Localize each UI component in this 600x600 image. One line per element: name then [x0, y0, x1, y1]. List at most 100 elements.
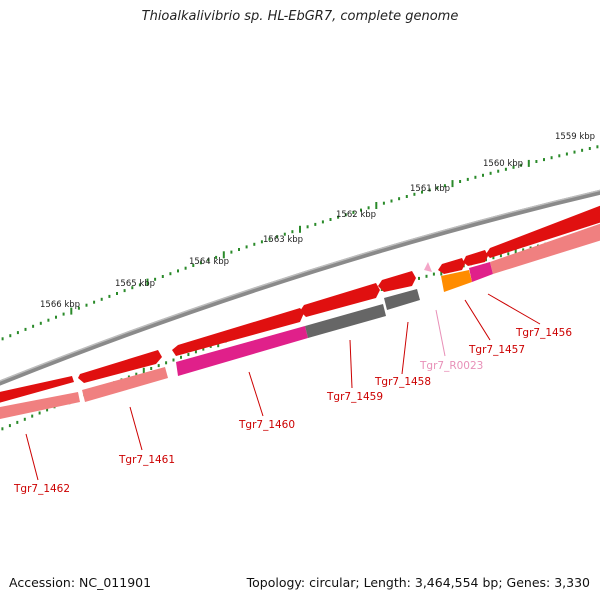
minor-tick [238, 248, 240, 251]
minor-tick [535, 160, 538, 163]
minor-tick [573, 150, 576, 154]
minor-tick [337, 215, 340, 219]
minor-tick [367, 206, 370, 210]
minor-tick [9, 334, 12, 338]
minor-tick [550, 156, 553, 160]
minor-tick [425, 274, 428, 278]
minor-tick [520, 163, 523, 167]
gene-arrow-tgr7-1456[interactable] [486, 205, 600, 258]
gene-arrow-tgr7-1460[interactable] [172, 308, 304, 356]
minor-tick [558, 154, 561, 158]
minor-tick [32, 324, 35, 328]
major-tick [70, 307, 73, 315]
gene-arrow-tgr7-1459[interactable] [300, 283, 380, 317]
feature-label-tgr7-1459[interactable]: Tgr7_1459 [326, 391, 383, 403]
minor-tick [499, 254, 502, 258]
cds-bar-tgr7-1461[interactable] [82, 367, 168, 402]
minor-tick [39, 321, 42, 325]
minor-tick [194, 350, 197, 354]
minor-tick [161, 275, 164, 278]
minor-tick [31, 414, 34, 418]
cds-bar-tgr7-1462[interactable] [0, 392, 80, 420]
minor-tick [150, 367, 153, 370]
genome-summary-text: Topology: circular; Length: 3,464,554 bp… [246, 575, 590, 590]
minor-tick [154, 277, 157, 281]
minor-tick [314, 222, 317, 226]
leader-tgr7-1456 [487, 293, 541, 325]
minor-tick [596, 145, 599, 149]
minor-tick [85, 303, 88, 307]
minor-tick [405, 195, 408, 198]
cds-bar-tgr7-1457-magenta[interactable] [469, 262, 493, 282]
minor-tick [172, 358, 175, 362]
minor-tick [497, 169, 500, 173]
feature-label-tgr7-1458[interactable]: Tgr7_1458 [374, 376, 431, 388]
minor-tick [62, 312, 65, 316]
minor-tick [588, 147, 591, 150]
minor-tick [512, 165, 515, 169]
minor-tick [565, 152, 568, 156]
cds-bar-tgr7-1458[interactable] [384, 289, 420, 310]
minor-tick [522, 248, 525, 252]
minor-tick [1, 427, 4, 431]
minor-tick [283, 232, 286, 236]
minor-tick [131, 286, 134, 290]
forward-gene-track [0, 205, 600, 404]
minor-tick [459, 180, 462, 183]
minor-tick [418, 276, 420, 280]
feature-label-tgr7-1457[interactable]: Tgr7_1457 [468, 344, 525, 356]
minor-tick [38, 411, 41, 415]
cds-bar-tgr7-1456[interactable] [490, 223, 600, 274]
minor-tick [230, 250, 233, 254]
cds-bar-tgr7-1459[interactable] [305, 304, 386, 338]
feature-label-tgr7-1460[interactable]: Tgr7_1460 [238, 419, 295, 431]
minor-tick [382, 201, 385, 205]
leader-tgr7-1457 [464, 299, 491, 341]
label-leaders [25, 293, 541, 481]
minor-tick [100, 297, 103, 301]
minor-tick [428, 188, 431, 192]
minor-tick [199, 261, 202, 265]
minor-tick [443, 184, 446, 188]
minor-tick [543, 158, 545, 162]
minor-tick [360, 208, 362, 212]
minor-tick [489, 171, 492, 175]
minor-tick [93, 300, 96, 304]
minor-tick [16, 420, 19, 424]
minor-tick [47, 318, 50, 322]
scale-label: 1566 kbp [40, 300, 80, 310]
minor-tick [192, 264, 195, 267]
feature-label-tgr7-r0023[interactable]: Tgr7_R0023 [419, 360, 483, 372]
feature-label-tgr7-1462[interactable]: Tgr7_1462 [13, 483, 70, 495]
cds-bar-tgr7-1457[interactable] [441, 270, 472, 292]
scale-label: 1562 kbp [336, 210, 376, 220]
feature-label-tgr7-1456[interactable]: Tgr7_1456 [515, 327, 572, 339]
minor-tick [1, 337, 4, 341]
gene-arrow-tgr7-1457b[interactable] [463, 250, 488, 266]
minor-tick [291, 230, 294, 234]
gene-arrow-tgr7-1462[interactable] [0, 376, 74, 404]
minor-tick [127, 375, 130, 379]
major-tick [375, 202, 378, 209]
minor-tick [77, 306, 80, 310]
minor-tick [135, 372, 138, 376]
minor-tick [482, 173, 484, 177]
gene-arrow-tgr7-1461[interactable] [78, 350, 162, 383]
major-tick [146, 278, 149, 286]
minor-tick [268, 237, 271, 241]
minor-tick [138, 283, 141, 287]
gene-arrow-tgr7-1458[interactable] [378, 271, 416, 292]
minor-tick [276, 235, 279, 239]
minor-tick [177, 269, 179, 273]
cds-bar-tgr7-1460[interactable] [176, 326, 308, 376]
map-title: Thioalkalivibrio sp. HL-EbGR7, complete … [141, 9, 459, 24]
gene-arrow-tgr7-1457[interactable] [438, 258, 465, 274]
scale-label: 1565 kbp [115, 279, 155, 289]
cds-track [0, 223, 600, 420]
minor-tick [24, 327, 27, 331]
feature-label-tgr7-1461[interactable]: Tgr7_1461 [118, 454, 175, 466]
accession-text: Accession: NC_011901 [9, 575, 152, 590]
rna-arrow-tgr7-r0023[interactable] [424, 262, 432, 272]
minor-tick [207, 258, 210, 262]
minor-tick [165, 361, 168, 365]
